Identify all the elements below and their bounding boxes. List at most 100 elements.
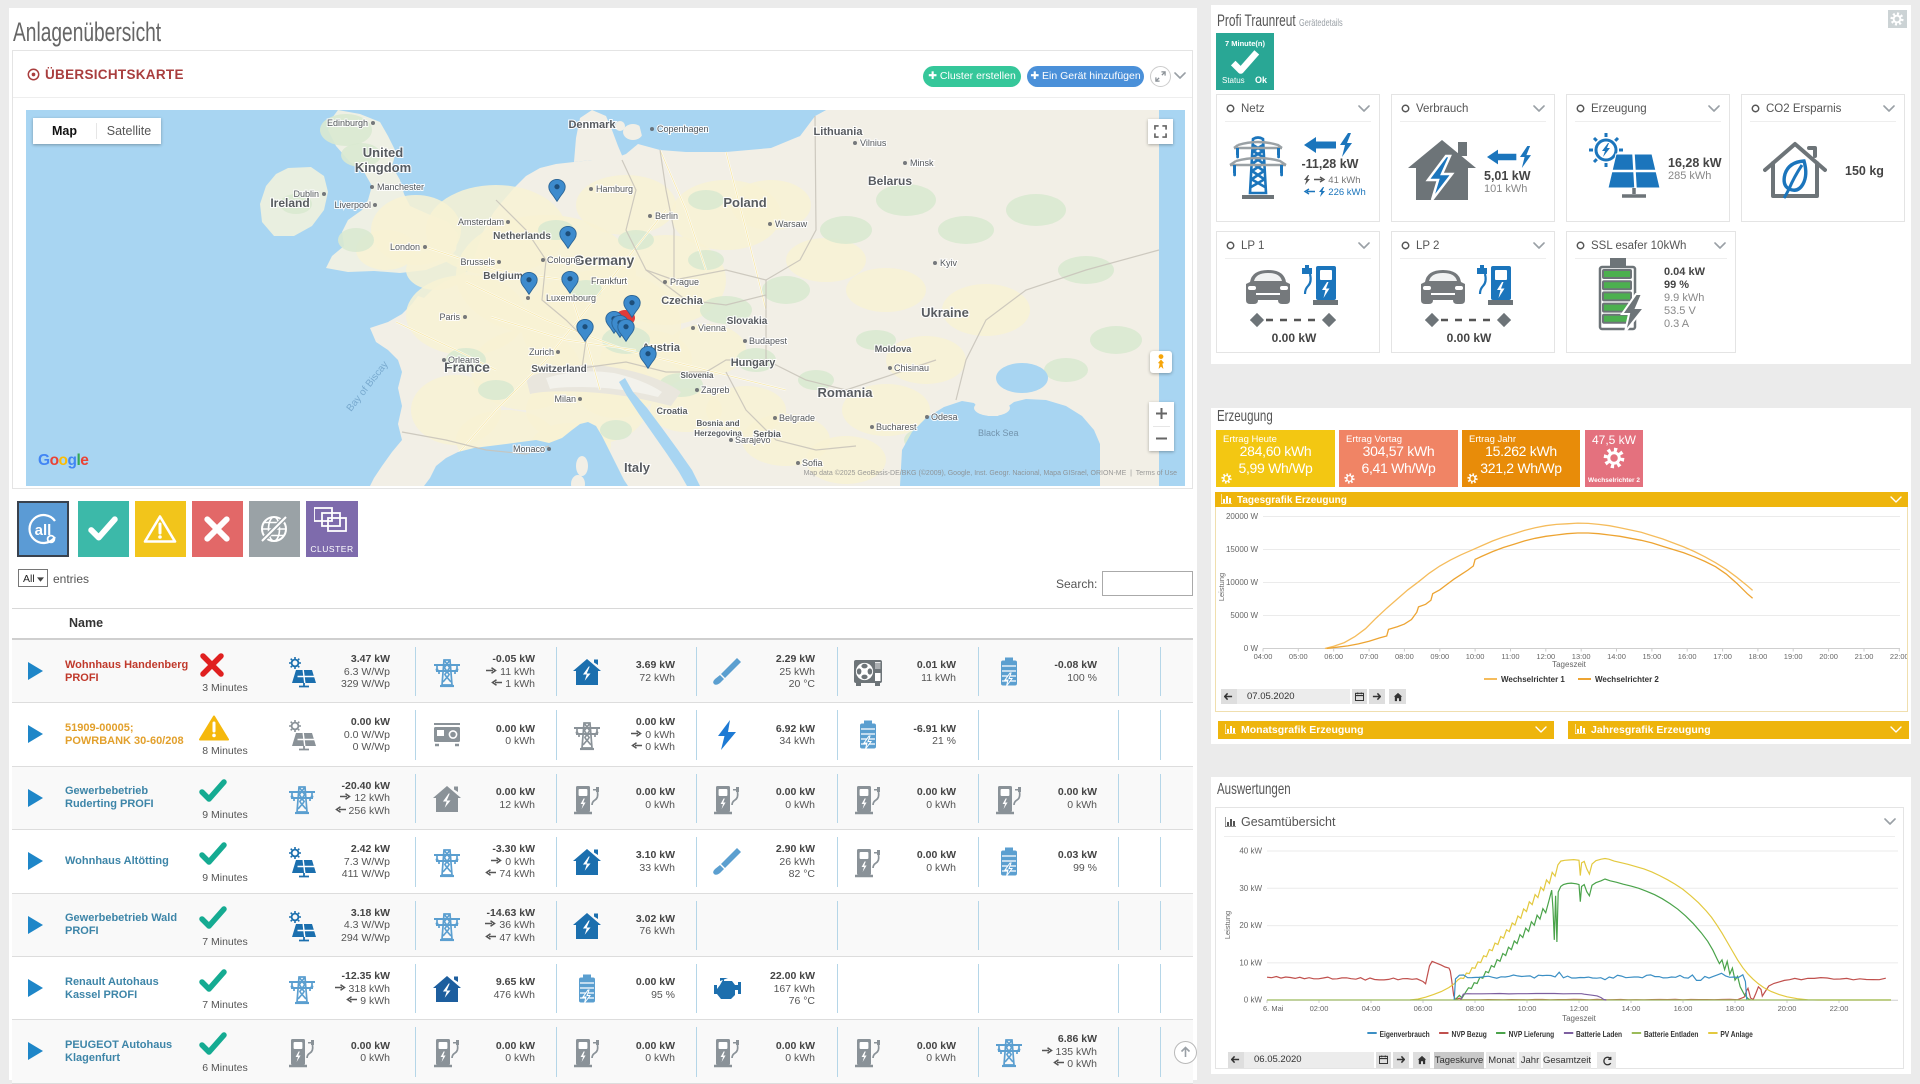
svg-text:Belarus: Belarus: [868, 174, 912, 188]
svg-text:Prague: Prague: [670, 277, 699, 287]
svg-text:16:00: 16:00: [1678, 652, 1697, 661]
svg-text:17:00: 17:00: [1713, 652, 1732, 661]
svg-text:18:00: 18:00: [1749, 652, 1768, 661]
svg-text:18:00: 18:00: [1726, 1004, 1745, 1013]
svg-text:Zurich: Zurich: [529, 347, 554, 357]
svg-text:10 kW: 10 kW: [1239, 958, 1262, 967]
svg-text:10:00: 10:00: [1466, 652, 1485, 661]
svg-text:12:00: 12:00: [1570, 1004, 1589, 1013]
svg-text:6. Mai: 6. Mai: [1263, 1004, 1284, 1013]
svg-text:Copenhagen: Copenhagen: [657, 124, 709, 134]
svg-text:Map data ©2025 GeoBasis-DE/BKG: Map data ©2025 GeoBasis-DE/BKG (©2009), …: [804, 469, 1178, 477]
svg-text:Vilnius: Vilnius: [860, 138, 887, 148]
svg-text:Edinburgh: Edinburgh: [327, 118, 368, 128]
svg-text:15000 W: 15000 W: [1226, 545, 1258, 554]
svg-text:Slovenia: Slovenia: [681, 371, 714, 380]
svg-text:Belgrade: Belgrade: [779, 413, 815, 423]
svg-text:Sofia: Sofia: [802, 458, 823, 468]
svg-text:Serbia: Serbia: [753, 429, 782, 439]
svg-text:10000 W: 10000 W: [1226, 578, 1258, 587]
svg-text:Brussels: Brussels: [460, 257, 495, 267]
svg-text:Ukraine: Ukraine: [921, 305, 969, 320]
svg-text:22:00: 22:00: [1890, 652, 1907, 661]
svg-text:Croatia: Croatia: [656, 406, 688, 416]
svg-text:16:00: 16:00: [1674, 1004, 1693, 1013]
svg-text:14:00: 14:00: [1622, 1004, 1641, 1013]
svg-text:Lithuania: Lithuania: [814, 126, 864, 138]
svg-text:30 kW: 30 kW: [1239, 884, 1262, 893]
svg-text:Wechselrichter 1: Wechselrichter 1: [1501, 675, 1565, 684]
svg-text:06:00: 06:00: [1324, 652, 1343, 661]
svg-text:13:00: 13:00: [1572, 652, 1591, 661]
svg-text:Hamburg: Hamburg: [596, 184, 633, 194]
svg-text:Manchester: Manchester: [377, 182, 424, 192]
svg-text:14:00: 14:00: [1607, 652, 1626, 661]
svg-text:Kingdom: Kingdom: [355, 160, 411, 175]
svg-text:04:00: 04:00: [1362, 1004, 1381, 1013]
svg-text:United: United: [363, 145, 404, 160]
svg-text:Bosnia and: Bosnia and: [696, 419, 739, 428]
svg-text:London: London: [390, 242, 420, 252]
svg-text:08:00: 08:00: [1466, 1004, 1485, 1013]
svg-text:Berlin: Berlin: [655, 211, 678, 221]
svg-text:Zagreb: Zagreb: [701, 385, 730, 395]
svg-text:Leistung: Leistung: [1223, 911, 1232, 939]
svg-text:08:00: 08:00: [1395, 652, 1414, 661]
svg-text:Orleans: Orleans: [448, 355, 480, 365]
svg-text:11:00: 11:00: [1501, 652, 1519, 661]
svg-text:Ireland: Ireland: [270, 196, 309, 210]
svg-text:Black Sea: Black Sea: [978, 428, 1019, 438]
svg-text:Romania: Romania: [818, 385, 874, 400]
svg-text:Odesa: Odesa: [931, 412, 958, 422]
svg-text:Moldova: Moldova: [875, 344, 912, 354]
svg-text:Denmark: Denmark: [568, 119, 616, 131]
svg-text:20:00: 20:00: [1778, 1004, 1797, 1013]
svg-text:22:00: 22:00: [1830, 1004, 1849, 1013]
svg-text:Chisinau: Chisinau: [894, 363, 929, 373]
svg-text:Luxembourg: Luxembourg: [546, 293, 596, 303]
svg-text:Sarajevo: Sarajevo: [735, 435, 771, 445]
svg-text:Frankfurt: Frankfurt: [591, 276, 628, 286]
svg-text:Liverpool: Liverpool: [334, 200, 371, 210]
svg-text:Herzegovina: Herzegovina: [694, 429, 742, 438]
svg-text:Dublin: Dublin: [293, 189, 319, 199]
svg-text:Tageszeit: Tageszeit: [1552, 660, 1587, 669]
svg-text:20 kW: 20 kW: [1239, 921, 1262, 930]
svg-text:0 kW: 0 kW: [1244, 996, 1263, 1005]
svg-text:Tageszeit: Tageszeit: [1562, 1014, 1597, 1023]
svg-text:Cologne: Cologne: [547, 255, 581, 265]
svg-text:Italy: Italy: [624, 460, 651, 475]
svg-text:06:00: 06:00: [1414, 1004, 1433, 1013]
svg-text:Poland: Poland: [723, 195, 766, 210]
svg-text:Minsk: Minsk: [910, 158, 934, 168]
svg-text:all: all: [35, 522, 52, 539]
svg-text:Amsterdam: Amsterdam: [458, 217, 504, 227]
svg-text:12:00: 12:00: [1536, 652, 1555, 661]
svg-text:40 kW: 40 kW: [1239, 847, 1262, 856]
svg-text:Belgium: Belgium: [483, 271, 523, 282]
svg-text:Czechia: Czechia: [661, 295, 703, 307]
svg-text:Netherlands: Netherlands: [493, 231, 551, 242]
svg-text:20000 W: 20000 W: [1226, 512, 1258, 521]
svg-text:Wechselrichter 2: Wechselrichter 2: [1595, 675, 1659, 684]
svg-text:0 W: 0 W: [1244, 644, 1259, 653]
svg-text:10:00: 10:00: [1518, 1004, 1537, 1013]
svg-text:07:00: 07:00: [1360, 652, 1379, 661]
svg-text:20:00: 20:00: [1819, 652, 1838, 661]
svg-text:Switzerland: Switzerland: [531, 364, 587, 375]
svg-text:France: France: [444, 359, 490, 375]
svg-text:Leistung: Leistung: [1217, 573, 1226, 601]
svg-text:04:00: 04:00: [1254, 652, 1273, 661]
svg-text:05:00: 05:00: [1289, 652, 1308, 661]
svg-text:02:00: 02:00: [1310, 1004, 1329, 1013]
svg-text:Hungary: Hungary: [731, 357, 777, 369]
svg-text:Warsaw: Warsaw: [775, 219, 808, 229]
svg-text:Kyiv: Kyiv: [940, 258, 958, 268]
svg-text:21:00: 21:00: [1855, 652, 1874, 661]
svg-text:19:00: 19:00: [1784, 652, 1803, 661]
svg-text:09:00: 09:00: [1430, 652, 1449, 661]
svg-text:Vienna: Vienna: [698, 323, 726, 333]
svg-text:5000 W: 5000 W: [1230, 611, 1258, 620]
svg-text:Germany: Germany: [574, 252, 635, 268]
svg-text:Monaco: Monaco: [513, 444, 545, 454]
